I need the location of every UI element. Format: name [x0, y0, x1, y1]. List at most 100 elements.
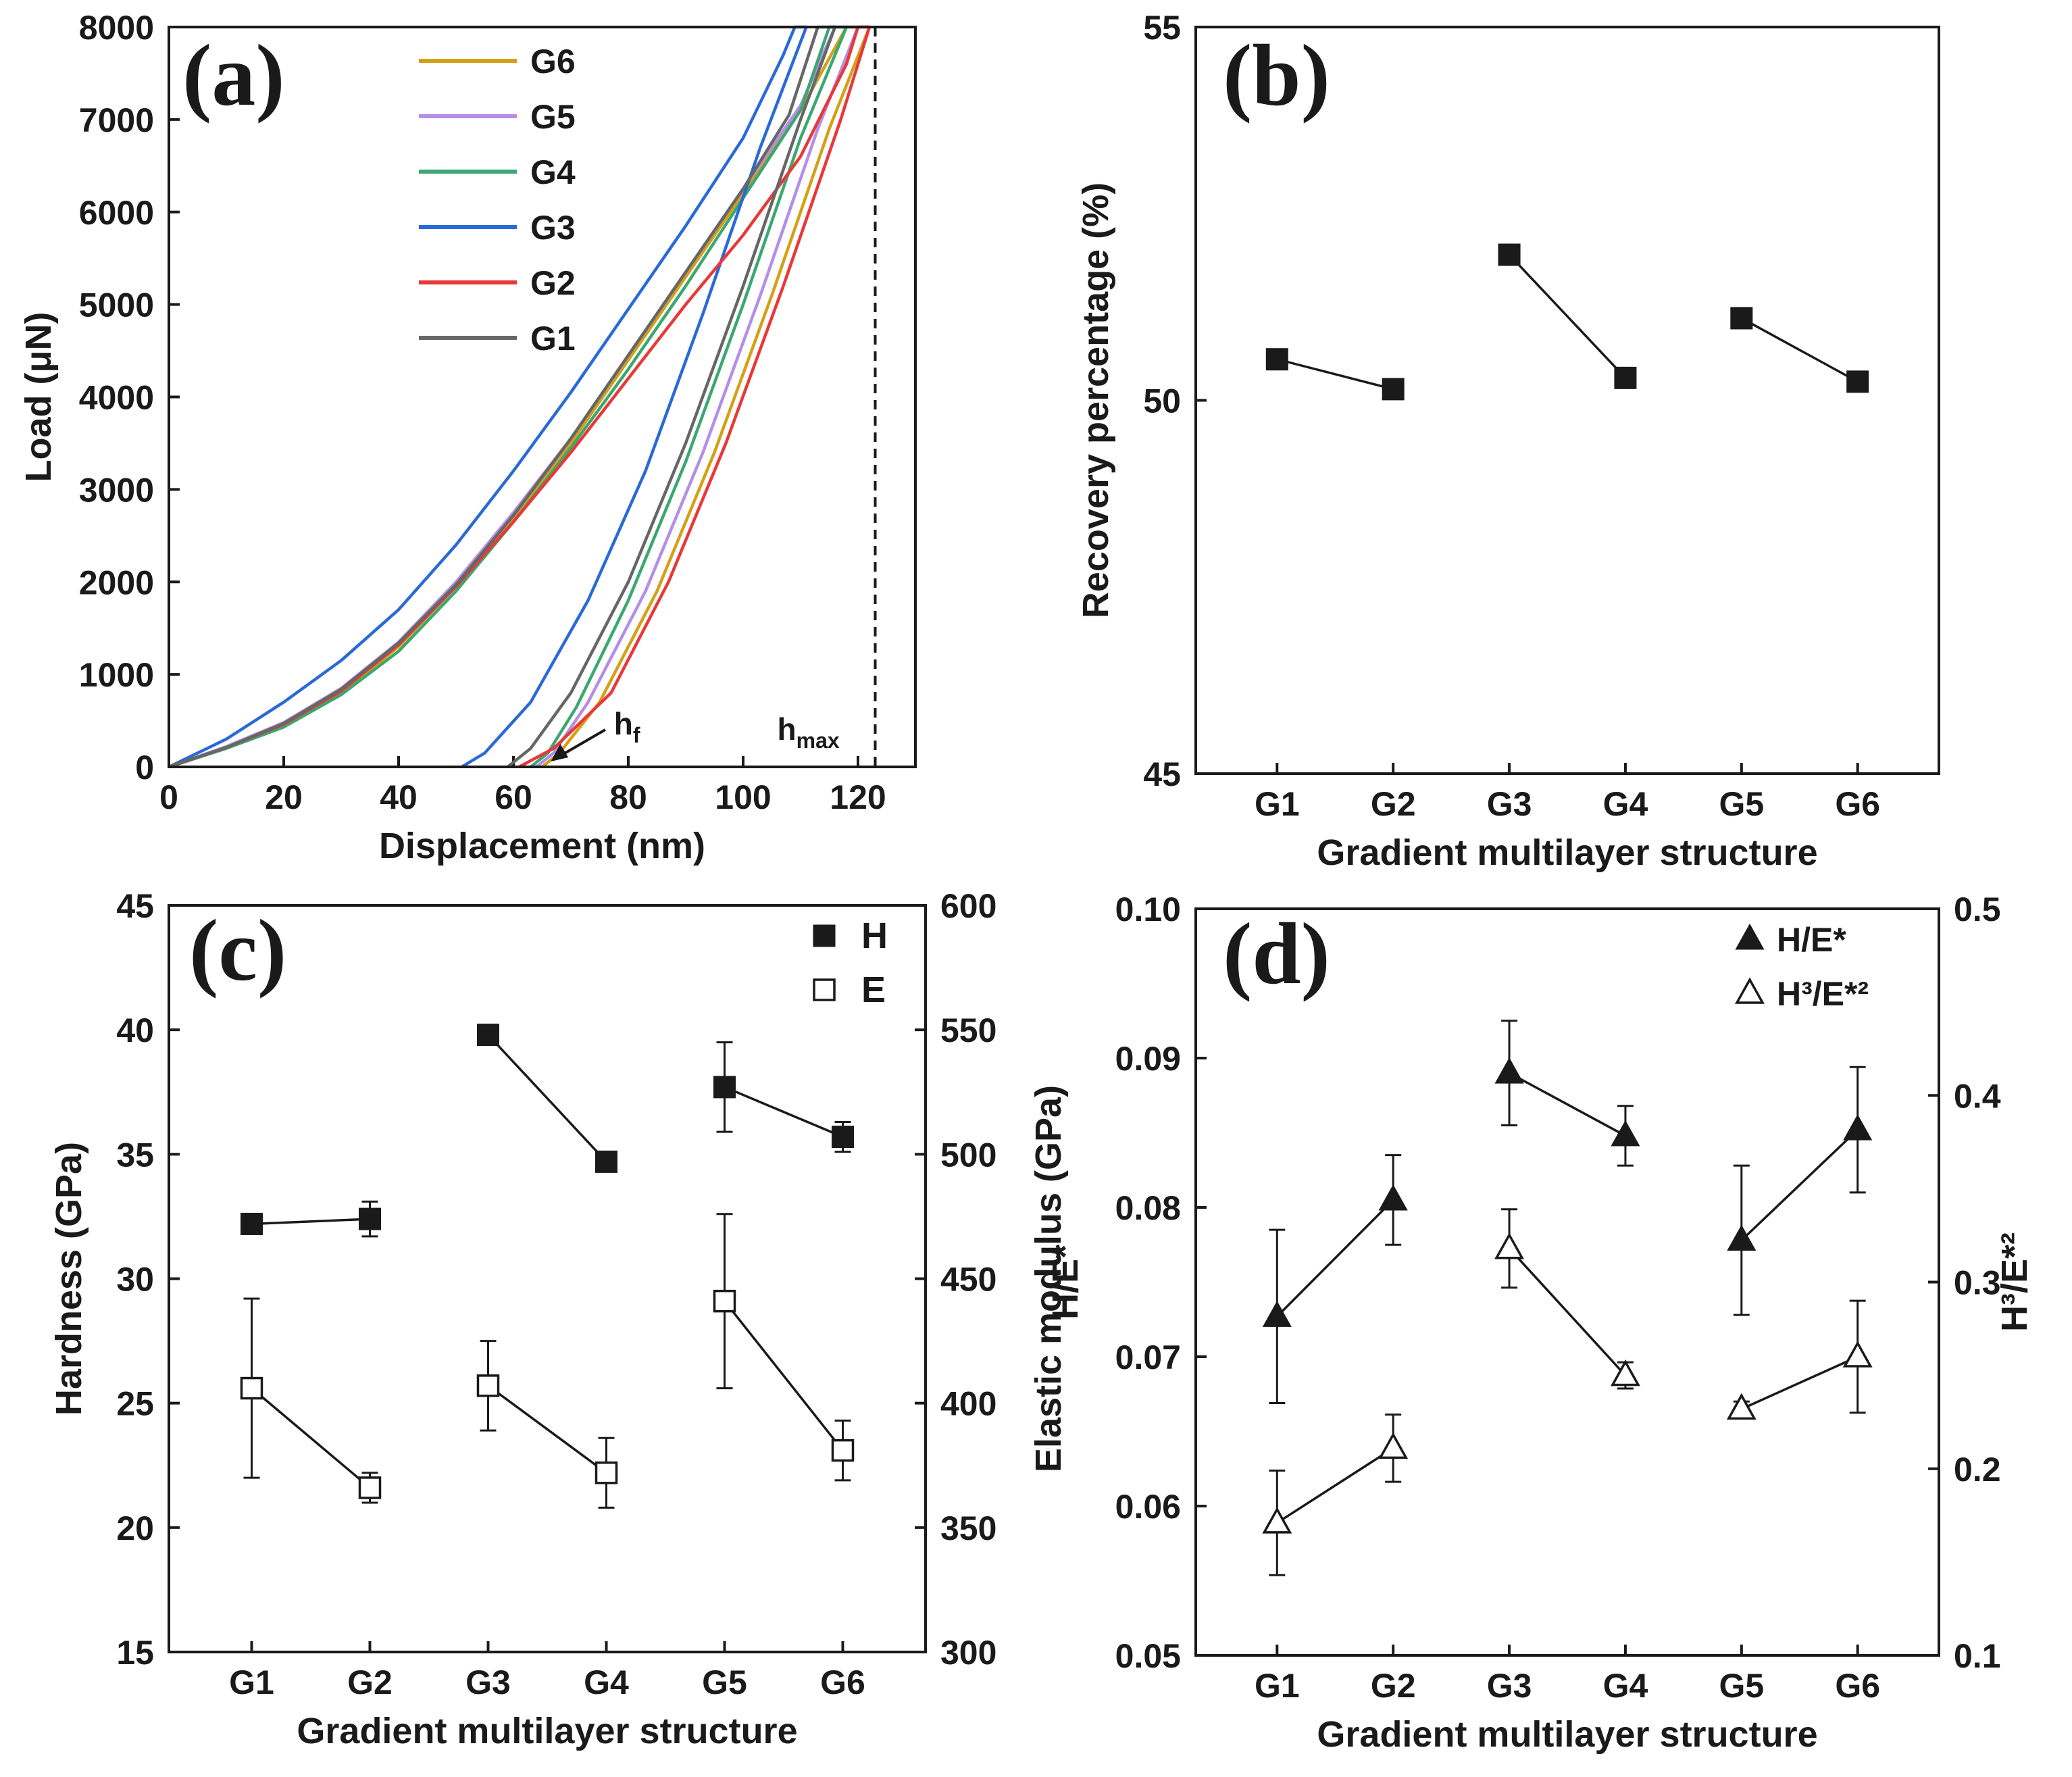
panel-d-he-point-1	[1378, 1184, 1408, 1211]
legend-label-g5: G5	[530, 98, 576, 136]
panel-b-xtick-label-0: G1	[1255, 785, 1300, 823]
panel-d-ylabel-right: H³/E*²	[1994, 1232, 2035, 1332]
panel-c-ylabel-right: Elastic modulus (GPa)	[1028, 1085, 1069, 1472]
panel-c-e-segment-0	[251, 1387, 371, 1489]
panel-b-recovery-segment-2	[1740, 317, 1859, 383]
panel-d-legend: H/E* H³/E*²	[1735, 921, 1869, 1013]
panel-a-xtick-label-5: 100	[715, 778, 771, 816]
panel-d-frame	[1194, 907, 1940, 1657]
legend-label-g3: G3	[530, 209, 576, 247]
panel-c-legend: HE	[813, 916, 888, 1010]
panel-c-h-segment-1	[487, 1034, 607, 1163]
panel-d-xtick-label-5: G6	[1835, 1667, 1880, 1705]
panel-d-xtick-label-2: G3	[1487, 1667, 1532, 1705]
panel-c-ytick-label-6: 45	[116, 887, 154, 925]
hf-arrowhead	[551, 744, 569, 761]
panel-c-ytick-right-label-6: 600	[940, 887, 996, 925]
panel-c-ytick-right-label-4: 500	[940, 1136, 996, 1174]
panel-c-ytick-right-label-2: 400	[940, 1385, 996, 1423]
panel-c-e-segment-1	[487, 1384, 607, 1474]
panel-c-e-point-0	[240, 1376, 263, 1400]
panel-b-recovery-segment-1	[1508, 253, 1627, 379]
panel-c-ytick-right-label-3: 450	[940, 1261, 996, 1299]
panel-a-ytick-label-3: 3000	[79, 471, 154, 509]
panel-c-frame	[168, 904, 927, 1653]
panel-a-curves	[168, 25, 871, 769]
panel-b-recovery-point-5	[1846, 370, 1869, 393]
panel-a-xtick-label-2: 40	[380, 778, 418, 816]
panel-a-ylabel: Load (μN)	[18, 312, 59, 482]
panel-c-h-segment-2	[724, 1086, 844, 1138]
panel-c-xtick-label-3: G4	[584, 1663, 629, 1701]
panel-d-letter: (d)	[1223, 905, 1330, 1003]
panel-d-he-segment-2	[1740, 1128, 1859, 1241]
hf-label: hf	[614, 706, 640, 747]
curve-g1	[168, 25, 837, 769]
panel-b-xtick-label-2: G3	[1487, 785, 1532, 823]
panel-c-hardness-modulus: 15 20 25 30 35 40 45 300 350 400 450 500 550 600 G1 G2 G…	[49, 887, 1069, 1751]
panel-d-he-point-5	[1842, 1341, 1873, 1368]
panel-c-ytick-label-1: 20	[116, 1509, 154, 1547]
legend-label-g1: G1	[530, 320, 576, 357]
panel-a-ytick-label-7: 7000	[79, 101, 154, 139]
panel-c-ytick-right-label-0: 300	[940, 1634, 996, 1672]
panel-c-h-point-0	[241, 1212, 263, 1235]
panel-d-ytick-right-label-4: 0.5	[1954, 891, 2001, 928]
panel-a-ytick-label-4: 4000	[79, 379, 154, 417]
panel-d-ytick-right-label-0: 0.1	[1954, 1637, 2001, 1675]
panel-d-he-point-4	[1727, 1224, 1757, 1251]
panel-c-legend-marker-0	[813, 924, 836, 947]
panel-c-h-point-2	[477, 1024, 499, 1047]
panel-c-xtick-label-4: G5	[702, 1663, 747, 1701]
legend-label-g6: G6	[530, 43, 576, 80]
panel-c-ytick-right-label-5: 550	[940, 1011, 996, 1049]
panel-a-ytick-label-0: 0	[135, 749, 154, 786]
panel-b-recovery-point-4	[1730, 307, 1753, 330]
panel-d-xtick-label-4: G5	[1719, 1667, 1764, 1705]
panel-d-he-point-3	[1610, 1359, 1640, 1386]
panel-b-recovery-point-2	[1498, 243, 1521, 266]
panel-c-xtick-label-2: G3	[465, 1663, 511, 1701]
panel-c-h-point-5	[832, 1126, 854, 1149]
panel-c-e-segment-2	[724, 1300, 844, 1451]
panel-d-he-point-0	[1262, 1301, 1292, 1327]
panel-d-ylabel-left: H/E*	[1045, 1245, 1086, 1320]
panel-b-recovery: 45 50 55 G1 G2 G3 G4 G5 G6 (b) Gradient multilay…	[1076, 9, 1940, 873]
panel-c-ytick-label-2: 25	[116, 1385, 154, 1423]
panel-b-frame	[1194, 26, 1940, 775]
panel-d-he-point-1	[1378, 1432, 1409, 1459]
panel-c-e-point-4	[713, 1289, 736, 1313]
panel-a-ytick-label-8: 8000	[79, 9, 154, 47]
panel-d-ytick-label-5: 0.10	[1115, 891, 1181, 928]
panel-b-ticks: 45 50 55 G1 G2 G3 G4 G5 G6	[1143, 9, 1880, 823]
panel-b-letter: (b)	[1223, 27, 1330, 124]
panel-d-xlabel: Gradient multilayer structure	[1317, 1714, 1817, 1755]
panel-d-ytick-label-2: 0.07	[1115, 1338, 1181, 1376]
panel-c-e-point-1	[358, 1476, 382, 1499]
panel-c-ytick-right-label-1: 350	[940, 1509, 996, 1547]
panel-b-recovery-point-0	[1265, 348, 1288, 371]
panel-b-ytick-label-0: 45	[1143, 755, 1181, 793]
panel-a-legend: G6 G5 G4 G3 G2 G1	[419, 43, 576, 357]
legend-label-g4: G4	[530, 153, 576, 191]
panel-c-xtick-label-5: G6	[820, 1663, 865, 1701]
panel-b-ylabel: Recovery percentage (%)	[1076, 182, 1116, 618]
panel-b-xtick-label-3: G4	[1603, 785, 1648, 823]
hmax-label: hmax	[778, 711, 840, 753]
legend-label-g2: G2	[530, 264, 576, 302]
panel-c-ytick-label-0: 15	[116, 1634, 154, 1672]
panel-c-e-point-3	[595, 1461, 618, 1484]
panel-c-ytick-label-4: 35	[116, 1136, 154, 1174]
panel-c-ticks: 15 20 25 30 35 40 45 300 350 400 450 500 550 600 G1 G2 G…	[116, 887, 996, 1701]
panel-d-xtick-label-1: G2	[1371, 1667, 1416, 1705]
panel-d-ytick-label-1: 0.06	[1115, 1488, 1181, 1526]
panel-a-xlabel: Displacement (nm)	[379, 826, 705, 866]
panel-b-marks	[1265, 243, 1869, 401]
panel-d-marks	[1262, 1020, 1873, 1576]
panel-d-xtick-label-3: G4	[1603, 1667, 1648, 1705]
panel-d-he-segment-1	[1509, 1072, 1626, 1137]
panel-c-ytick-label-3: 30	[116, 1261, 154, 1299]
panel-d-he-segment-0	[1276, 1447, 1394, 1524]
panel-c-legend-marker-1	[813, 978, 836, 1001]
